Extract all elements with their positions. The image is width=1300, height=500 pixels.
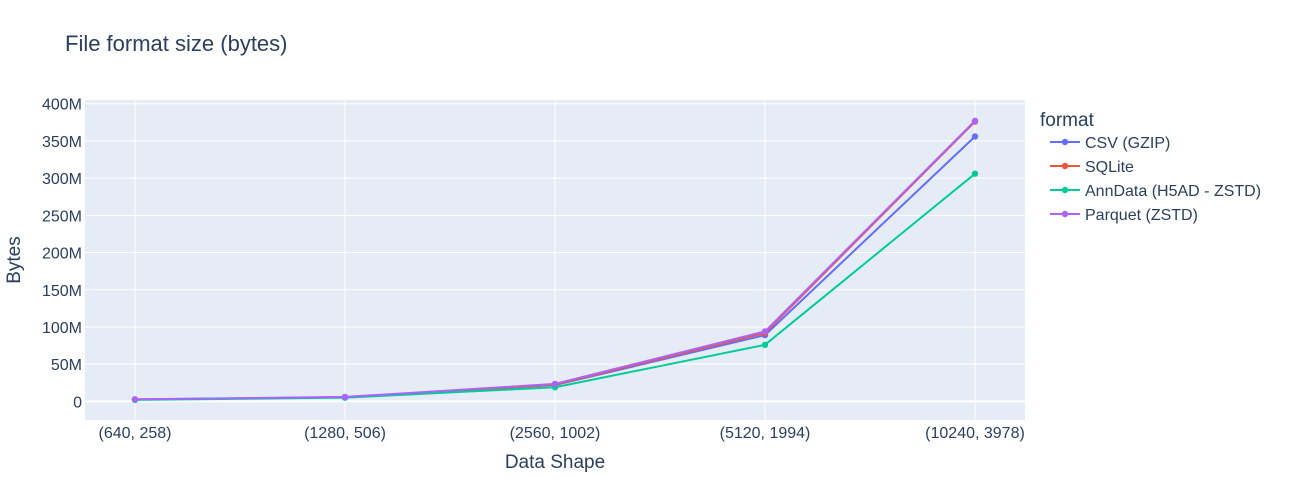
legend-label: SQLite: [1085, 159, 1134, 176]
x-tick-label: (10240, 3978): [925, 425, 1025, 442]
legend-swatch-marker: [1061, 138, 1069, 146]
legend[interactable]: format CSV (GZIP) SQLite AnnData (H5AD - Z…: [1040, 110, 1261, 224]
legend-label: AnnData (H5AD - ZSTD): [1085, 183, 1261, 200]
y-tick-label: 150M: [42, 283, 82, 300]
x-gridlines: [134, 100, 976, 420]
data-point[interactable]: [971, 117, 979, 125]
series: [131, 117, 979, 403]
x-tick-label: (640, 258): [99, 425, 172, 442]
y-tick-label: 0: [73, 394, 82, 411]
y-tick-label: 100M: [42, 320, 82, 337]
legend-label: Parquet (ZSTD): [1085, 207, 1198, 224]
y-tick-label: 250M: [42, 208, 82, 225]
legend-item[interactable]: CSV (GZIP): [1050, 135, 1170, 152]
data-point[interactable]: [761, 341, 769, 349]
x-tick-label: (2560, 1002): [510, 425, 601, 442]
data-point[interactable]: [971, 133, 979, 140]
legend-swatch-marker: [1061, 162, 1069, 170]
y-tick-label: 50M: [51, 357, 82, 374]
legend-label: CSV (GZIP): [1085, 135, 1170, 152]
chart-title: File format size (bytes): [65, 31, 288, 56]
series-layer: [131, 117, 979, 404]
y-tick-label: 400M: [42, 97, 82, 114]
data-point[interactable]: [341, 393, 349, 401]
y-tick-labels: 0 50M 100M 150M 200M 250M 300M 350M 400M: [42, 97, 82, 412]
data-point[interactable]: [551, 380, 559, 388]
x-tick-label: (5120, 1994): [720, 425, 811, 442]
data-point[interactable]: [131, 396, 139, 403]
data-point[interactable]: [761, 328, 769, 335]
legend-item[interactable]: AnnData (H5AD - ZSTD): [1050, 183, 1261, 200]
legend-title: format: [1040, 110, 1095, 131]
y-tick-label: 350M: [42, 134, 82, 151]
legend-item[interactable]: Parquet (ZSTD): [1050, 207, 1198, 224]
legend-swatch-marker: [1061, 210, 1069, 218]
legend-item[interactable]: SQLite: [1050, 159, 1134, 176]
legend-swatch-marker: [1061, 186, 1069, 194]
x-tick-label: (1280, 506): [304, 425, 386, 442]
y-tick-label: 300M: [42, 171, 82, 188]
y-axis-title: Bytes: [4, 236, 25, 284]
y-tick-label: 200M: [42, 246, 82, 263]
data-point[interactable]: [971, 170, 979, 177]
x-tick-labels: (640, 258) (1280, 506) (2560, 1002) (5120, …: [99, 425, 1025, 442]
x-axis-title: Data Shape: [505, 452, 605, 473]
